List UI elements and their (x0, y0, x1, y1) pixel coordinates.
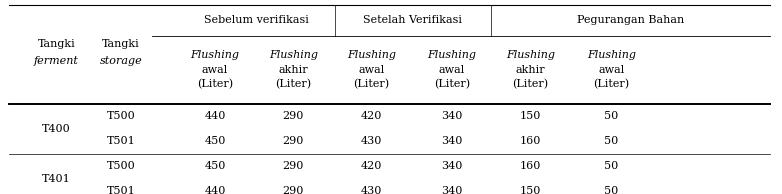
Text: (Liter): (Liter) (197, 79, 233, 89)
Text: 430: 430 (361, 136, 382, 146)
Text: storage: storage (100, 56, 142, 66)
Text: Flushing: Flushing (428, 50, 476, 60)
Text: T500: T500 (107, 161, 135, 171)
Text: 440: 440 (204, 186, 226, 194)
Text: T400: T400 (42, 124, 70, 134)
Text: 340: 340 (441, 186, 463, 194)
Text: 340: 340 (441, 111, 463, 121)
Text: (Liter): (Liter) (275, 79, 311, 89)
Text: (Liter): (Liter) (512, 79, 548, 89)
Text: awal: awal (202, 65, 228, 74)
Text: 290: 290 (282, 186, 304, 194)
Text: 420: 420 (361, 111, 382, 121)
Text: 340: 340 (441, 161, 463, 171)
Text: 450: 450 (204, 136, 226, 146)
Text: awal: awal (439, 65, 465, 74)
Text: 290: 290 (282, 136, 304, 146)
Text: T501: T501 (107, 186, 135, 194)
Text: Flushing: Flushing (347, 50, 396, 60)
Text: T501: T501 (107, 136, 135, 146)
Text: Flushing: Flushing (587, 50, 636, 60)
Text: Tangki: Tangki (102, 39, 140, 49)
Text: 50: 50 (604, 111, 619, 121)
Text: Tangki: Tangki (38, 39, 75, 49)
Text: 290: 290 (282, 111, 304, 121)
Text: 340: 340 (441, 136, 463, 146)
Text: ferment: ferment (34, 56, 79, 66)
Text: 50: 50 (604, 186, 619, 194)
Text: (Liter): (Liter) (353, 79, 389, 89)
Text: T401: T401 (42, 174, 70, 184)
Text: 160: 160 (519, 136, 541, 146)
Text: 150: 150 (519, 186, 541, 194)
Text: Flushing: Flushing (506, 50, 554, 60)
Text: (Liter): (Liter) (434, 79, 470, 89)
Text: T500: T500 (107, 111, 135, 121)
Text: Flushing: Flushing (269, 50, 317, 60)
Text: 50: 50 (604, 136, 619, 146)
Text: 440: 440 (204, 111, 226, 121)
Text: Sebelum verifikasi: Sebelum verifikasi (204, 15, 309, 25)
Text: akhir: akhir (278, 65, 308, 74)
Text: Pegurangan Bahan: Pegurangan Bahan (577, 15, 684, 25)
Text: akhir: akhir (515, 65, 545, 74)
Text: awal: awal (598, 65, 625, 74)
Text: Flushing: Flushing (191, 50, 239, 60)
Text: 50: 50 (604, 161, 619, 171)
Text: awal: awal (358, 65, 385, 74)
Text: Setelah Verifikasi: Setelah Verifikasi (364, 15, 462, 25)
Text: 150: 150 (519, 111, 541, 121)
Text: 290: 290 (282, 161, 304, 171)
Text: 430: 430 (361, 186, 382, 194)
Text: 420: 420 (361, 161, 382, 171)
Text: (Liter): (Liter) (594, 79, 630, 89)
Text: 160: 160 (519, 161, 541, 171)
Text: 450: 450 (204, 161, 226, 171)
